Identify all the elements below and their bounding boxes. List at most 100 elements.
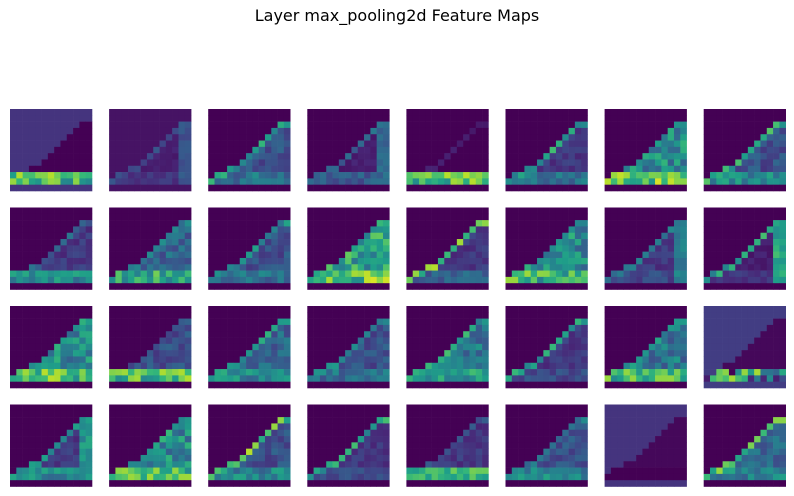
heatmap-cell [716, 121, 723, 129]
heatmap-cell [16, 146, 23, 154]
heatmap-cell [370, 467, 377, 475]
heatmap-cell [115, 264, 123, 271]
heatmap-cell [172, 184, 179, 192]
heatmap-cell [722, 318, 730, 326]
heatmap-cell [444, 343, 451, 351]
heatmap-cell [581, 140, 588, 148]
heatmap-cell [208, 337, 215, 345]
heatmap-cell [437, 381, 445, 389]
heatmap-cell [610, 369, 618, 376]
heatmap-cell [562, 417, 569, 424]
heatmap-cell [283, 324, 291, 332]
heatmap-cell [140, 140, 148, 148]
heatmap-cell [735, 312, 742, 319]
heatmap-cell [214, 184, 222, 192]
heatmap-cell [728, 146, 736, 154]
heatmap-cell [66, 283, 74, 290]
heatmap-cell [710, 306, 717, 313]
heatmap-cell [47, 153, 55, 160]
heatmap-cell [568, 362, 576, 370]
heatmap-cell [277, 454, 285, 462]
heatmap-cell [239, 172, 247, 179]
heatmap-cell [184, 153, 192, 160]
heatmap-cell [667, 140, 675, 148]
heatmap-cell [482, 109, 489, 116]
heatmap-cell [345, 343, 352, 351]
heatmap-cell [760, 172, 768, 179]
heatmap-cell [351, 331, 359, 338]
heatmap-cell [530, 257, 538, 265]
heatmap-cell [79, 184, 86, 192]
heatmap-cell [722, 245, 730, 252]
heatmap-cell [313, 410, 321, 418]
heatmap-cell [277, 213, 285, 221]
heatmap-cell [444, 448, 451, 456]
heatmap-cell [28, 343, 36, 351]
heatmap-cell [258, 429, 266, 437]
heatmap-cell [364, 331, 371, 338]
heatmap-cell [115, 172, 123, 179]
heatmap-cell [623, 239, 631, 246]
heatmap-cell [760, 251, 768, 259]
heatmap-cell [524, 109, 532, 116]
heatmap-cell [165, 454, 173, 462]
heatmap-cell [511, 232, 519, 240]
heatmap-cell [214, 369, 222, 376]
heatmap-cell [66, 350, 74, 357]
heatmap-cell [79, 239, 86, 246]
heatmap-cell [47, 375, 55, 382]
heatmap-cell [345, 350, 352, 357]
heatmap-cell [246, 257, 253, 265]
heatmap-cell [313, 369, 321, 376]
heatmap-cell [172, 362, 179, 370]
heatmap-cell [549, 350, 557, 357]
heatmap-cell [716, 127, 723, 135]
heatmap-cell [511, 369, 519, 376]
heatmap-cell [376, 442, 384, 449]
heatmap-cell [54, 410, 61, 418]
heatmap-cell [153, 207, 160, 215]
heatmap-cell [35, 134, 42, 141]
heatmap-cell [10, 429, 17, 437]
heatmap-cell [35, 220, 42, 227]
heatmap-cell [271, 442, 278, 449]
heatmap-cell [623, 213, 631, 221]
heatmap-cell [419, 146, 426, 154]
heatmap-cell [482, 213, 489, 221]
heatmap-cell [574, 178, 582, 185]
heatmap-cell [214, 257, 222, 265]
heatmap-cell [227, 115, 234, 122]
heatmap-cell [779, 375, 786, 382]
heatmap-cell [66, 480, 74, 487]
heatmap-cell [357, 283, 365, 290]
heatmap-cell [680, 121, 687, 129]
heatmap-cell [617, 312, 624, 319]
heatmap-cell [146, 337, 154, 345]
heatmap-cell [370, 270, 377, 278]
heatmap-cell [332, 375, 340, 382]
heatmap-cell [661, 270, 668, 278]
heatmap-cell [722, 159, 730, 167]
heatmap-cell [47, 207, 55, 215]
heatmap-cell [773, 381, 780, 389]
heatmap-cell [208, 270, 215, 278]
heatmap-cell [779, 127, 786, 135]
heatmap-cell [184, 324, 192, 332]
heatmap-cell [419, 337, 426, 345]
heatmap-cell [456, 436, 464, 443]
heatmap-cell [357, 410, 365, 418]
heatmap-cell [617, 121, 624, 129]
heatmap-cell [22, 362, 30, 370]
heatmap-cell [703, 318, 711, 326]
heatmap-cell [178, 153, 186, 160]
heatmap-cell [307, 436, 314, 443]
heatmap-cell [581, 184, 588, 192]
heatmap-cell [431, 276, 439, 284]
heatmap-cell [425, 454, 432, 462]
heatmap-cell [376, 436, 384, 443]
heatmap-cell [73, 121, 80, 129]
heatmap-cell [85, 467, 93, 475]
heatmap-cell [357, 184, 365, 192]
heatmap-cell [610, 356, 618, 364]
heatmap-cell [444, 146, 451, 154]
